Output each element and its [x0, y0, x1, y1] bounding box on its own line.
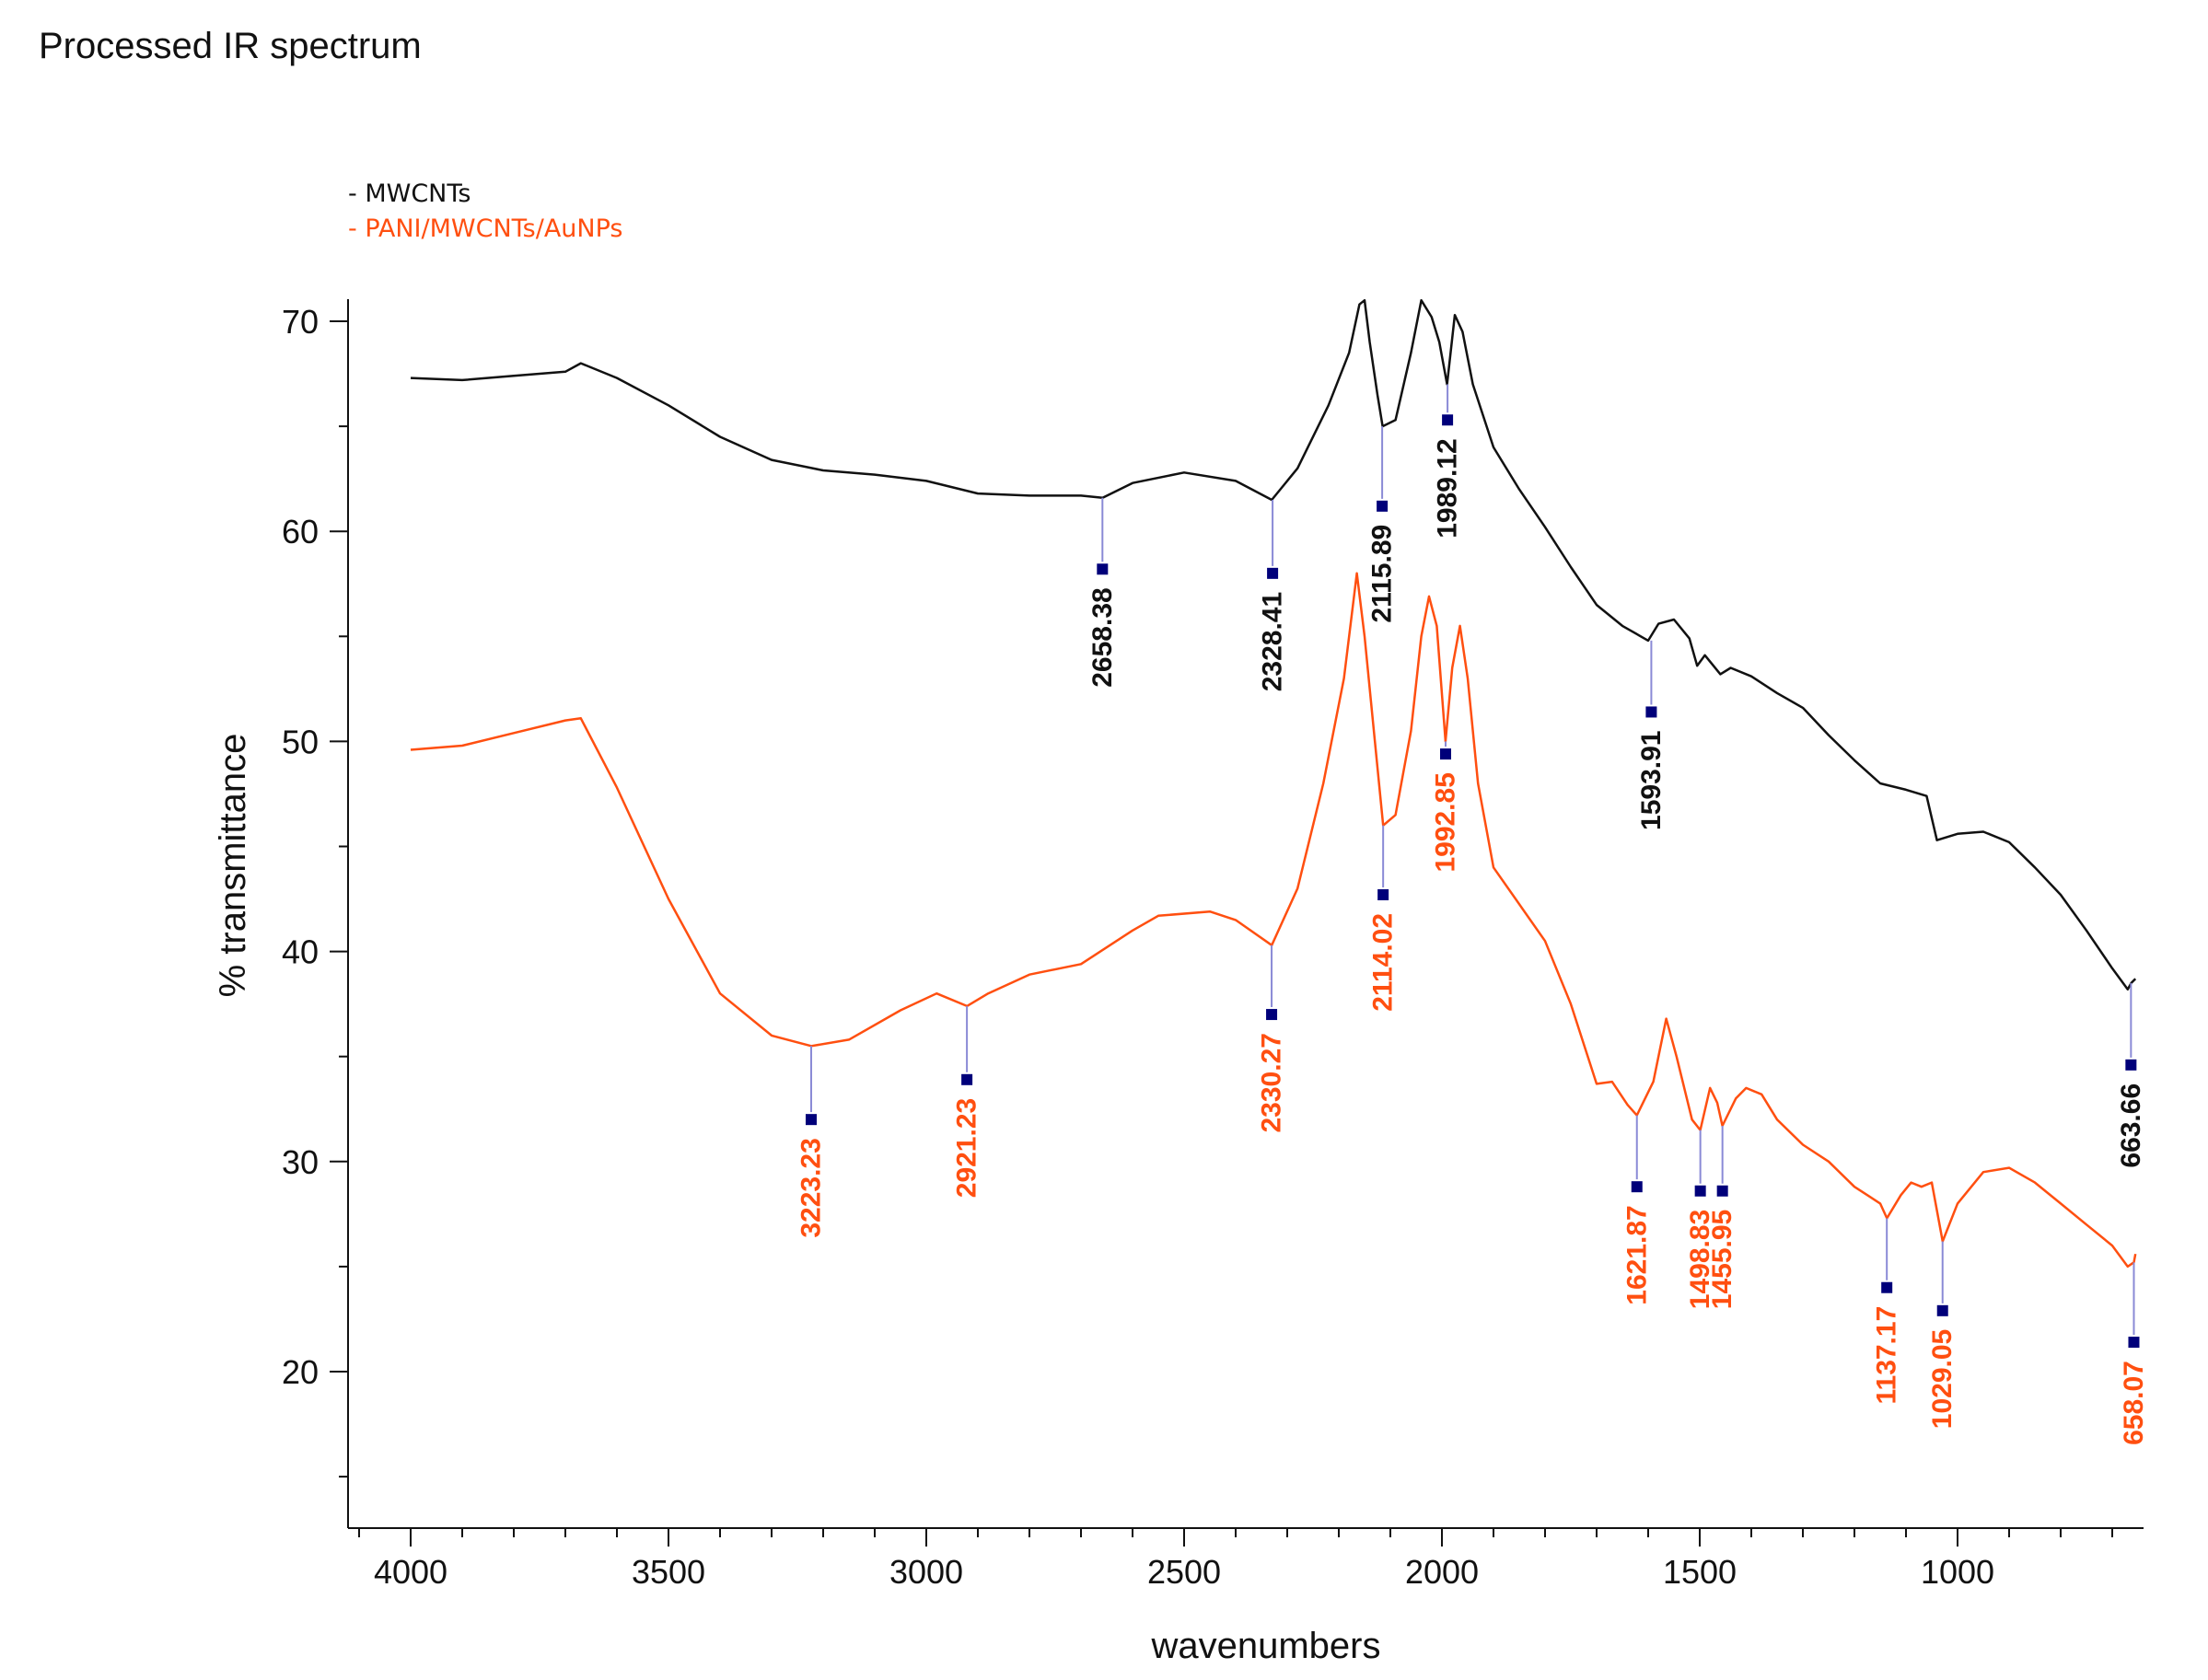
peak-label: 2330.27	[1256, 1033, 1286, 1132]
peak-marker	[1631, 1181, 1643, 1193]
peak-marker	[1716, 1185, 1728, 1197]
peak-label: 3223.23	[796, 1138, 826, 1237]
peak-marker	[2125, 1059, 2137, 1071]
x-tick-label: 3500	[632, 1553, 705, 1591]
peak-label: 1498.83	[1685, 1210, 1715, 1309]
x-axis-label: wavenumbers	[1150, 1626, 1380, 1666]
x-tick-label: 1500	[1663, 1553, 1737, 1591]
peak-label: 2114.02	[1368, 913, 1399, 1012]
x-tick-label: 2500	[1147, 1553, 1221, 1591]
y-tick-label: 50	[282, 723, 319, 760]
y-axis-label: % transmittance	[213, 734, 253, 998]
peak-label: 1029.05	[1927, 1329, 1958, 1429]
chart-title: Processed IR spectrum	[39, 26, 422, 66]
peak-marker	[1097, 563, 1109, 575]
peak-marker	[1442, 414, 1454, 426]
peak-marker	[805, 1114, 817, 1126]
peak-marker	[1377, 500, 1389, 512]
peak-label: 1621.87	[1621, 1205, 1652, 1304]
series-layer	[410, 298, 2137, 1269]
x-tick-label: 1000	[1921, 1553, 1994, 1591]
peak-marker	[1694, 1185, 1706, 1197]
peak-label: 2658.38	[1087, 587, 1118, 687]
x-tick-label: 3000	[889, 1553, 963, 1591]
x-tick-label: 4000	[374, 1553, 447, 1591]
peak-marker	[1440, 748, 1452, 760]
legend-item-pani-mwcnts-aunps: - PANI/MWCNTs/AuNPs	[348, 214, 623, 243]
peak-marker	[1267, 567, 1279, 579]
peak-label: 2328.41	[1258, 592, 1288, 691]
peak-marker	[1377, 888, 1389, 900]
peak-label: 1992.85	[1430, 772, 1460, 872]
y-tick-label: 20	[282, 1353, 319, 1391]
peak-label: 1989.12	[1433, 438, 1463, 538]
peak-label: 2115.89	[1367, 525, 1398, 623]
peak-label: 1137.17	[1872, 1306, 1902, 1405]
legend-item-mwcnts: - MWCNTs	[348, 180, 471, 208]
peak-annotations: 2658.38 2328.41 2115.89 1989.12 1593.91 663.6…	[796, 384, 2149, 1445]
y-tick-label: 40	[282, 933, 319, 971]
y-tick-label: 30	[282, 1143, 319, 1181]
mwcnt-spectrum-line	[410, 298, 2137, 991]
peak-marker	[2128, 1337, 2140, 1349]
peak-marker	[961, 1073, 973, 1085]
peak-label: 663.66	[2116, 1083, 2146, 1168]
peak-label: 2921.23	[952, 1098, 982, 1198]
legend: - MWCNTs - PANI/MWCNTs/AuNPs	[348, 177, 623, 247]
axes: 4000 3500 3000 2500 2000 1500 1000 20 30 40 50 60 70	[282, 299, 2144, 1591]
peak-marker	[1881, 1281, 1893, 1293]
pani-spectrum-line	[410, 572, 2137, 1269]
y-tick-label: 60	[282, 513, 319, 550]
peak-marker	[1645, 706, 1657, 718]
y-tick-label: 70	[282, 303, 319, 341]
peak-label: 1593.91	[1636, 730, 1667, 829]
peak-label: 1455.95	[1707, 1210, 1737, 1309]
peak-marker	[1936, 1304, 1948, 1316]
peak-marker	[1266, 1009, 1278, 1021]
x-tick-label: 2000	[1405, 1553, 1479, 1591]
peak-label: 658.07	[2119, 1361, 2149, 1445]
